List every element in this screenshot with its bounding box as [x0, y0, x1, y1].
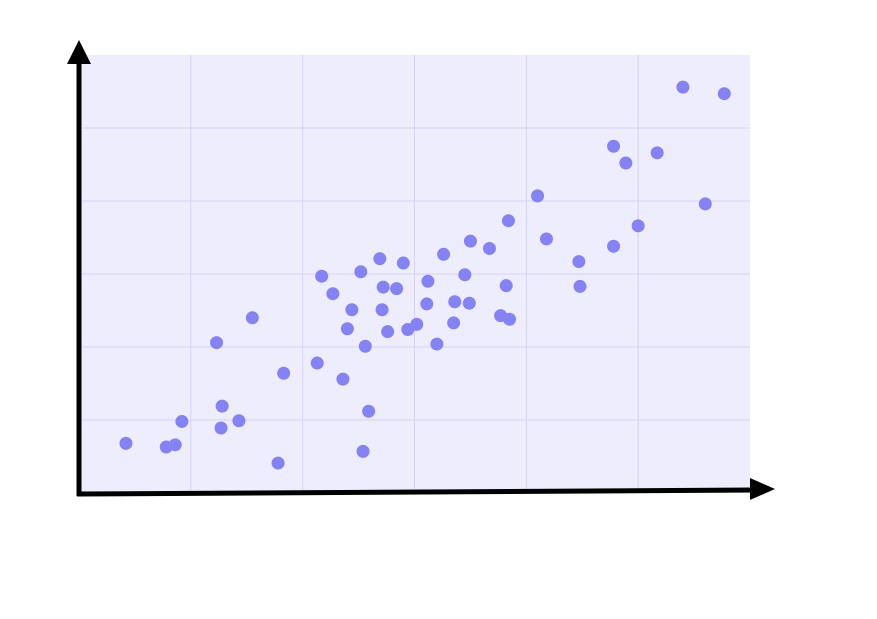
data-point — [396, 256, 410, 270]
data-point — [462, 296, 476, 310]
data-point — [501, 214, 515, 228]
data-point — [358, 339, 372, 353]
data-point — [631, 219, 645, 233]
data-point — [375, 303, 389, 317]
data-point — [503, 312, 517, 326]
data-point — [336, 372, 350, 386]
data-point — [607, 239, 621, 253]
data-point — [463, 234, 477, 248]
data-point — [315, 269, 329, 283]
x-axis-arrow-icon — [750, 478, 775, 500]
data-point — [232, 414, 246, 428]
data-point — [410, 317, 424, 331]
data-point — [458, 268, 472, 282]
data-point — [430, 337, 444, 351]
data-point — [447, 316, 461, 330]
data-point — [573, 279, 587, 293]
y-axis — [67, 40, 91, 496]
data-point — [245, 311, 259, 325]
data-point — [175, 414, 189, 428]
data-point — [214, 421, 228, 435]
data-point — [381, 325, 395, 339]
y-axis-arrow-icon — [67, 40, 91, 64]
data-point — [362, 404, 376, 418]
data-point — [650, 146, 664, 160]
data-point — [421, 274, 435, 288]
data-point — [717, 87, 731, 101]
data-point — [326, 287, 340, 301]
data-point — [676, 80, 690, 94]
data-point — [607, 139, 621, 153]
data-point — [420, 297, 434, 311]
data-point — [437, 247, 451, 261]
data-point — [698, 197, 712, 211]
data-points — [119, 80, 731, 470]
data-point — [354, 265, 368, 279]
data-point — [277, 366, 291, 380]
data-point — [168, 438, 182, 452]
data-point — [210, 336, 224, 350]
data-point — [390, 282, 404, 296]
data-point — [499, 279, 513, 293]
data-point — [310, 356, 324, 370]
x-axis — [76, 478, 775, 500]
data-point — [539, 232, 553, 246]
data-point — [376, 280, 390, 294]
data-point — [619, 156, 633, 170]
data-point — [373, 252, 387, 266]
data-point — [271, 456, 285, 470]
data-point — [482, 241, 496, 255]
data-point — [119, 436, 133, 450]
data-point — [531, 189, 545, 203]
data-point — [448, 295, 462, 309]
data-point — [356, 444, 370, 458]
data-point — [340, 322, 354, 336]
data-point — [345, 303, 359, 317]
grid-lines — [79, 55, 750, 493]
data-point — [215, 399, 229, 413]
data-point — [572, 255, 586, 269]
